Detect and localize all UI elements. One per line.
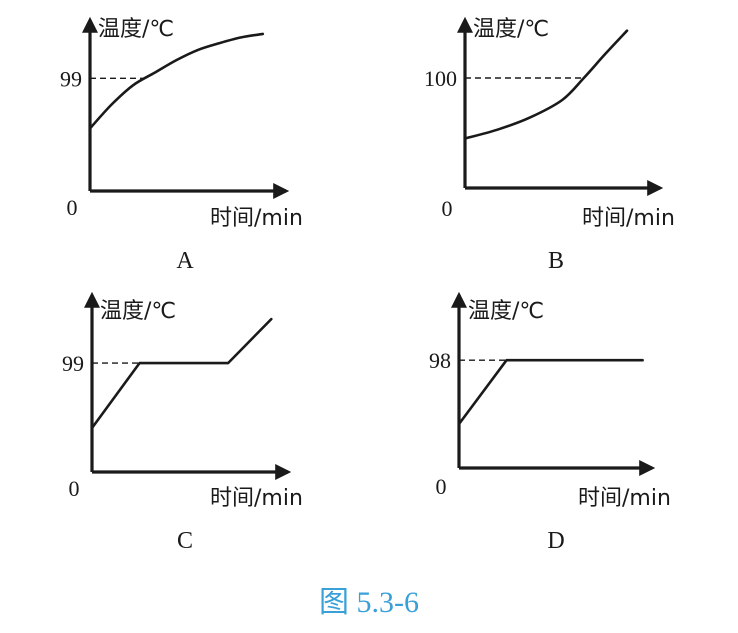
y-tick-label: 99 xyxy=(62,351,84,376)
x-axis-label: 时间/min xyxy=(210,486,303,511)
figure-caption: 图 5.3-6 xyxy=(319,586,419,619)
y-axis-label: 温度/℃ xyxy=(468,299,544,324)
y-tick-label: 100 xyxy=(424,66,457,91)
panel-letter: A xyxy=(176,248,194,274)
panel-c: 99 0 温度/℃ 时间/min C xyxy=(62,291,303,554)
y-axis-label: 温度/℃ xyxy=(98,17,174,42)
panel-b: 100 0 温度/℃ 时间/min B xyxy=(424,16,675,274)
series-line xyxy=(463,29,629,140)
origin-label: 0 xyxy=(69,476,80,501)
y-axis-label: 温度/℃ xyxy=(100,299,176,324)
panel-letter: B xyxy=(548,248,564,274)
origin-label: 0 xyxy=(436,474,447,499)
x-axis-label: 时间/min xyxy=(210,206,303,231)
y-axis-label: 温度/℃ xyxy=(473,17,549,42)
x-axis-label: 时间/min xyxy=(582,206,675,231)
origin-label: 0 xyxy=(442,196,453,221)
x-axis-label: 时间/min xyxy=(578,486,671,511)
y-tick-label: 98 xyxy=(429,348,451,373)
series-line xyxy=(457,358,644,426)
panel-d: 98 0 温度/℃ 时间/min D xyxy=(429,291,671,554)
panel-letter: C xyxy=(177,528,193,554)
series-line xyxy=(90,317,273,430)
y-tick-label: 99 xyxy=(60,66,82,91)
origin-label: 0 xyxy=(67,195,78,220)
panel-letter: D xyxy=(547,528,564,554)
series-line xyxy=(88,32,265,130)
panel-a: 99 0 温度/℃ 时间/min A xyxy=(60,16,303,274)
